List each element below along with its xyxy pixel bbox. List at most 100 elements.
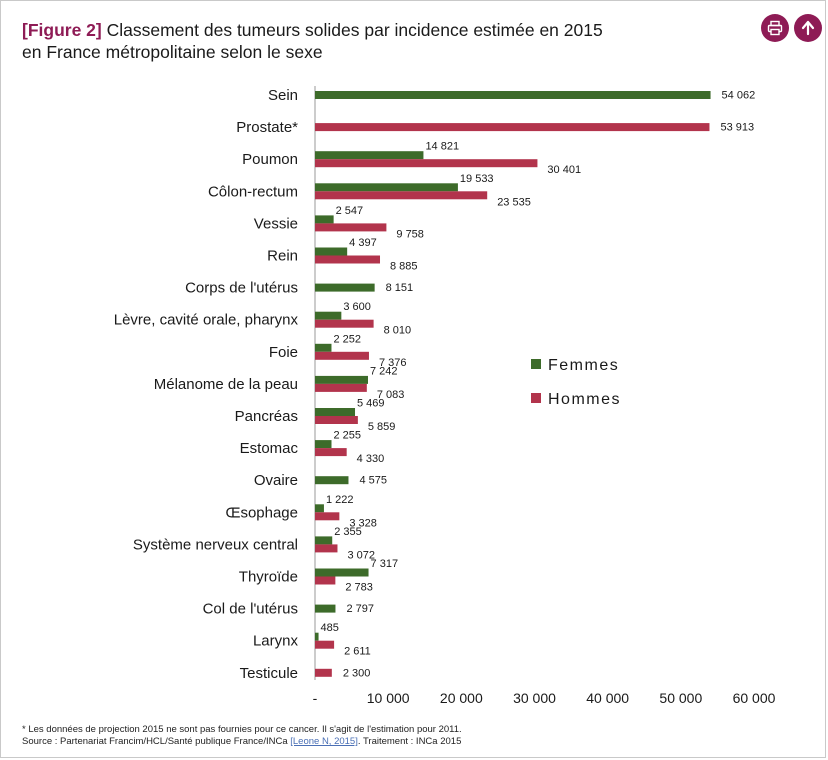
value-label-femmes: 1 222 <box>326 494 354 506</box>
value-label-femmes: 54 062 <box>722 90 756 102</box>
category-label: Prostate* <box>236 119 298 136</box>
bar-chart: Sein 54 062 Prostate* 53 913 Poumon 14 821 30 … <box>114 86 776 706</box>
print-icon <box>767 20 783 36</box>
value-label-femmes: 7 242 <box>370 365 398 377</box>
value-label-hommes: 8 010 <box>384 325 412 337</box>
value-label-hommes: 8 885 <box>390 261 418 273</box>
bar-hommes <box>315 191 488 200</box>
bar-hommes <box>315 668 332 677</box>
figure-tag: [Figure 2] <box>22 20 102 40</box>
bar-femmes <box>315 504 324 513</box>
bar-femmes <box>315 215 334 224</box>
bar-femmes <box>315 632 319 641</box>
category-label: Lèvre, cavité orale, pharynx <box>114 312 299 329</box>
source-suffix: . Traitement : INCa 2015 <box>357 736 462 747</box>
bar-femmes <box>315 151 424 160</box>
value-label-femmes: 19 533 <box>460 173 494 185</box>
value-label-femmes: 4 575 <box>359 475 387 487</box>
bar-femmes <box>315 568 369 577</box>
bar-hommes <box>315 255 381 264</box>
category-label: Côlon-rectum <box>208 183 298 200</box>
bar-hommes <box>315 416 358 424</box>
value-label-hommes: 3 072 <box>347 549 375 561</box>
bar-hommes <box>315 383 367 392</box>
bar-femmes <box>315 91 711 99</box>
bar-femmes <box>315 440 332 449</box>
category-label: Rein <box>267 248 298 265</box>
x-tick-label: 20 000 <box>440 690 483 706</box>
value-label-femmes: 485 <box>321 622 339 634</box>
category-label: Poumon <box>242 151 298 168</box>
category-label: Vessie <box>254 215 298 232</box>
value-label-hommes: 23 535 <box>497 196 531 208</box>
footnote-source: Source : Partenariat Francim/HCL/Santé p… <box>22 736 462 748</box>
bar-hommes <box>315 223 387 232</box>
value-label-femmes: 3 600 <box>343 301 371 313</box>
bar-femmes <box>315 283 375 292</box>
value-label-hommes: 2 611 <box>344 646 371 658</box>
source-prefix: Source : Partenariat Francim/HCL/Santé p… <box>22 736 291 747</box>
footnotes: * Les données de projection 2015 ne sont… <box>22 724 462 748</box>
bar-femmes <box>315 408 356 416</box>
figure-title: [Figure 2] Classement des tumeurs solide… <box>22 19 722 63</box>
legend-swatch-hommes <box>531 393 541 403</box>
category-label: Œsophage <box>225 504 298 521</box>
value-label-hommes: 3 328 <box>349 517 377 529</box>
x-tick-label: 60 000 <box>733 690 776 706</box>
category-label: Pancréas <box>235 408 298 425</box>
bar-hommes <box>315 351 369 360</box>
bar-hommes <box>315 123 710 132</box>
x-tick-label: - <box>313 690 318 706</box>
value-label-femmes: 5 469 <box>357 398 385 410</box>
bar-hommes <box>315 448 347 457</box>
category-label: Col de l'utérus <box>203 601 298 618</box>
bar-femmes <box>315 375 368 384</box>
category-label: Testicule <box>240 665 298 682</box>
x-tick-label: 30 000 <box>513 690 556 706</box>
print-button[interactable] <box>761 14 789 42</box>
legend-swatch-femmes <box>531 359 541 369</box>
category-label: Ovaire <box>254 472 298 489</box>
value-label-femmes: 2 252 <box>333 333 361 345</box>
value-label-femmes: 2 255 <box>333 430 361 442</box>
category-label: Système nerveux central <box>133 536 298 553</box>
x-tick-label: 40 000 <box>586 690 629 706</box>
title-line-1: Classement des tumeurs solides par incid… <box>106 20 603 40</box>
source-link[interactable]: [Leone N, 2015] <box>290 736 358 747</box>
category-label: Mélanome de la peau <box>154 376 298 393</box>
value-label-femmes: 2 797 <box>346 603 374 615</box>
value-label-hommes: 30 401 <box>547 164 581 176</box>
value-label-hommes: 9 758 <box>396 228 424 240</box>
legend-label-hommes: Hommes <box>548 391 621 408</box>
bar-hommes <box>315 576 336 585</box>
value-label-femmes: 2 547 <box>336 205 364 217</box>
value-label-hommes: 4 330 <box>357 453 385 465</box>
category-label: Thyroïde <box>239 569 298 586</box>
bar-hommes <box>315 512 340 521</box>
value-label-hommes: 7 083 <box>377 389 405 401</box>
bar-femmes <box>315 311 342 320</box>
bar-hommes <box>315 640 335 649</box>
bar-hommes <box>315 544 338 553</box>
bar-femmes <box>315 604 336 613</box>
value-label-femmes: 4 397 <box>349 237 377 249</box>
bar-hommes <box>315 159 538 168</box>
title-line-2: en France métropolitaine selon le sexe <box>22 42 323 62</box>
value-label-hommes: 7 376 <box>379 357 407 369</box>
category-label: Sein <box>268 87 298 104</box>
bar-femmes <box>315 247 348 256</box>
value-label-femmes: 8 151 <box>386 282 414 294</box>
arrow-up-icon <box>801 20 815 36</box>
category-label: Corps de l'utérus <box>185 280 298 297</box>
scroll-top-button[interactable] <box>794 14 822 42</box>
value-label-femmes: 14 821 <box>425 141 459 153</box>
value-label-femmes: 2 355 <box>334 526 362 538</box>
legend-label-femmes: Femmes <box>548 357 619 374</box>
x-tick-label: 10 000 <box>367 690 410 706</box>
value-label-hommes: 2 300 <box>343 667 371 679</box>
category-label: Larynx <box>253 633 299 650</box>
bar-hommes <box>315 319 374 328</box>
category-label: Foie <box>269 344 298 361</box>
value-label-hommes: 53 913 <box>720 122 754 134</box>
